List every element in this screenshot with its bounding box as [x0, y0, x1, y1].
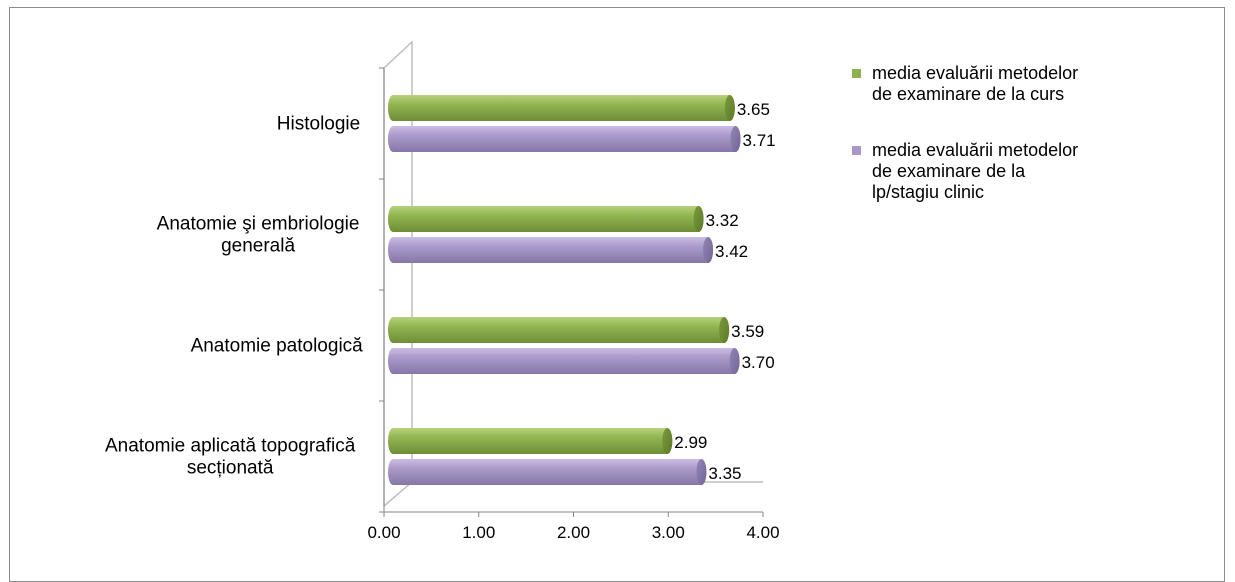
data-label: 3.70	[742, 353, 775, 372]
bar	[388, 237, 714, 263]
data-label: 3.59	[731, 322, 764, 341]
bar-cap	[703, 237, 714, 263]
bar	[388, 428, 673, 454]
category-group: Anatomie şi embriologie generală 3.32 3.42	[157, 206, 748, 263]
category-ticks	[379, 67, 384, 513]
bar	[388, 348, 740, 374]
bar	[388, 459, 707, 485]
data-label: 3.71	[743, 131, 776, 150]
data-label: 2.99	[674, 433, 707, 452]
value-tick-label: 4.00	[746, 523, 779, 542]
data-label: 3.42	[715, 242, 748, 261]
category-label: Anatomie patologică	[191, 336, 364, 357]
value-ticks: 0.00 1.00 2.00 3.00 4.00	[367, 512, 780, 542]
legend-item: media evaluării metodelor de examinare de…	[852, 63, 1078, 104]
data-label: 3.35	[708, 464, 741, 483]
category-group: Anatomie patologică 3.59 3.70	[191, 317, 775, 374]
data-label: 3.32	[706, 211, 739, 230]
legend-swatch	[852, 146, 861, 155]
value-tick-label: 1.00	[462, 523, 495, 542]
value-tick-label: 2.00	[557, 523, 590, 542]
bar-cap	[730, 126, 741, 152]
legend-label: media evaluării metodelor de examinare de…	[872, 63, 1078, 104]
legend-item: media evaluării metodelor de examinare de…	[852, 140, 1078, 202]
bar-cap	[662, 428, 673, 454]
bar-cap	[729, 348, 740, 374]
category-label: Anatomie şi embriologie generală	[157, 214, 360, 257]
category-group: Histologie 3.65 3.71	[277, 95, 776, 152]
bar-cap	[724, 95, 735, 121]
bar-cap	[696, 459, 707, 485]
bar	[388, 206, 704, 232]
legend-label: media evaluării metodelor de examinare de…	[872, 140, 1078, 202]
category-group: Anatomie aplicată topografică secționată 2…	[105, 428, 742, 485]
bar	[388, 95, 735, 121]
bar-cap	[693, 206, 704, 232]
bar	[388, 126, 741, 152]
bar	[388, 317, 730, 343]
category-label: Histologie	[277, 114, 360, 135]
bars: Histologie 3.65 3.71 Anatomie şi embriologi…	[105, 95, 776, 485]
category-label: Anatomie aplicată topografică secționată	[105, 436, 356, 479]
value-tick-label: 3.00	[652, 523, 685, 542]
legend: media evaluării metodelor de examinare de…	[852, 63, 1078, 202]
data-label: 3.65	[737, 100, 770, 119]
legend-swatch	[852, 69, 861, 78]
bar-cap	[719, 317, 730, 343]
value-tick-label: 0.00	[367, 523, 400, 542]
